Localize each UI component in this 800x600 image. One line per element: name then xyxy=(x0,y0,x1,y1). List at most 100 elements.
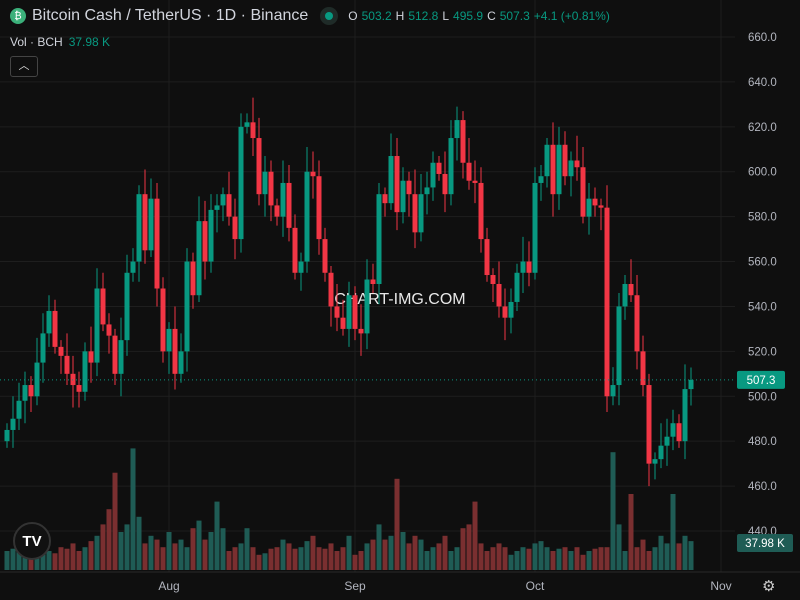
symbol-title[interactable]: Bitcoin Cash / TetherUS · 1D · Binance xyxy=(32,7,309,24)
volume-bar xyxy=(40,548,46,570)
volume-bar xyxy=(478,543,484,570)
volume-bar xyxy=(118,532,124,570)
candle-body xyxy=(490,275,496,284)
volume-bar xyxy=(454,547,460,570)
volume-bar xyxy=(538,541,544,570)
candle-body xyxy=(364,279,370,334)
candle-body xyxy=(478,182,484,240)
y-tick-label: 600.0 xyxy=(748,167,777,179)
volume-bar xyxy=(358,551,364,570)
candle-body xyxy=(682,389,688,442)
volume-bar xyxy=(286,543,292,570)
collapse-legend-button[interactable]: ︿ xyxy=(10,56,38,77)
volume-bar xyxy=(166,532,172,570)
volume-bar xyxy=(346,535,352,570)
volume-bar xyxy=(436,543,442,570)
candle-body xyxy=(556,144,562,195)
candle-body xyxy=(184,261,190,352)
x-tick-label: Aug xyxy=(158,579,179,593)
candle-body xyxy=(628,284,634,296)
tradingview-logo[interactable]: TV xyxy=(13,522,51,560)
volume-bar xyxy=(598,547,604,570)
volume-bar xyxy=(262,553,268,570)
volume-bar xyxy=(526,548,532,570)
candle-body xyxy=(136,194,142,262)
candle-body xyxy=(154,198,160,289)
volume-bar xyxy=(502,547,508,570)
candle-body xyxy=(274,205,280,217)
volume-bar xyxy=(376,524,382,570)
volume-bar xyxy=(334,551,340,570)
candle-body xyxy=(502,306,508,318)
candle-body xyxy=(106,324,112,336)
ohlc-values: O 503.2 H 512.8 L 495.9 C 507.3 +4.1 (+0.81%… xyxy=(348,9,610,23)
volume-bar xyxy=(352,554,358,570)
volume-bar xyxy=(418,539,424,570)
volume-bar xyxy=(220,528,226,570)
candle-body xyxy=(460,120,466,163)
volume-bar xyxy=(88,541,94,570)
volume-bar xyxy=(460,528,466,570)
volume-bar xyxy=(634,547,640,570)
candle-body xyxy=(430,162,436,188)
candle-body xyxy=(574,160,580,168)
candle-body xyxy=(82,351,88,392)
candle-body xyxy=(316,176,322,240)
volume-bar xyxy=(310,535,316,570)
market-status-icon[interactable] xyxy=(320,7,339,25)
candle-body xyxy=(496,284,502,307)
candle-body xyxy=(46,310,52,334)
candle-body xyxy=(586,198,592,217)
volume-bar xyxy=(238,543,244,570)
candle-body xyxy=(190,261,196,296)
candle-body xyxy=(640,351,646,386)
volume-bar xyxy=(424,551,430,570)
y-tick-label: 520.0 xyxy=(748,346,777,358)
candle-body xyxy=(196,221,202,296)
volume-bar xyxy=(394,478,400,570)
volume-bar xyxy=(322,548,328,570)
y-tick-label: 640.0 xyxy=(748,77,777,89)
volume-bar xyxy=(544,547,550,570)
candle-body xyxy=(202,221,208,262)
volume-bar xyxy=(484,551,490,570)
last-volume-badge xyxy=(737,534,793,552)
candle-body xyxy=(124,272,130,341)
volume-bar xyxy=(70,543,76,570)
volume-bar xyxy=(142,543,148,570)
candle-body xyxy=(376,194,382,284)
volume-bar xyxy=(556,548,562,570)
candle-body xyxy=(484,239,490,276)
candle-body xyxy=(322,239,328,273)
volume-bar xyxy=(202,539,208,570)
volume-bar xyxy=(160,547,166,570)
volume-bar xyxy=(580,554,586,570)
candle-body xyxy=(424,187,430,195)
x-tick-label: Nov xyxy=(710,579,731,593)
candle-body xyxy=(328,272,334,307)
candle-body xyxy=(250,122,256,139)
volume-bar xyxy=(532,543,538,570)
candle-body xyxy=(514,272,520,302)
candle-body xyxy=(550,144,556,195)
volume-bar xyxy=(4,551,10,570)
change-value: +4.1 (+0.81%) xyxy=(533,9,610,23)
volume-bar xyxy=(154,539,160,570)
candle-body xyxy=(244,122,250,127)
volume-bar xyxy=(340,547,346,570)
volume-bar xyxy=(382,539,388,570)
candle-body xyxy=(220,194,226,206)
volume-bar xyxy=(124,524,130,570)
volume-bar xyxy=(232,547,238,570)
candle-body xyxy=(148,198,154,251)
candle-body xyxy=(616,306,622,386)
volume-bar xyxy=(46,551,52,570)
candle-body xyxy=(688,379,694,390)
candle-body xyxy=(358,328,364,334)
volume-bar xyxy=(130,448,136,570)
volume-bar xyxy=(214,501,220,570)
y-tick-label: 580.0 xyxy=(748,212,777,224)
volume-bar xyxy=(592,548,598,570)
settings-gear-icon[interactable]: ⚙ xyxy=(762,578,776,595)
